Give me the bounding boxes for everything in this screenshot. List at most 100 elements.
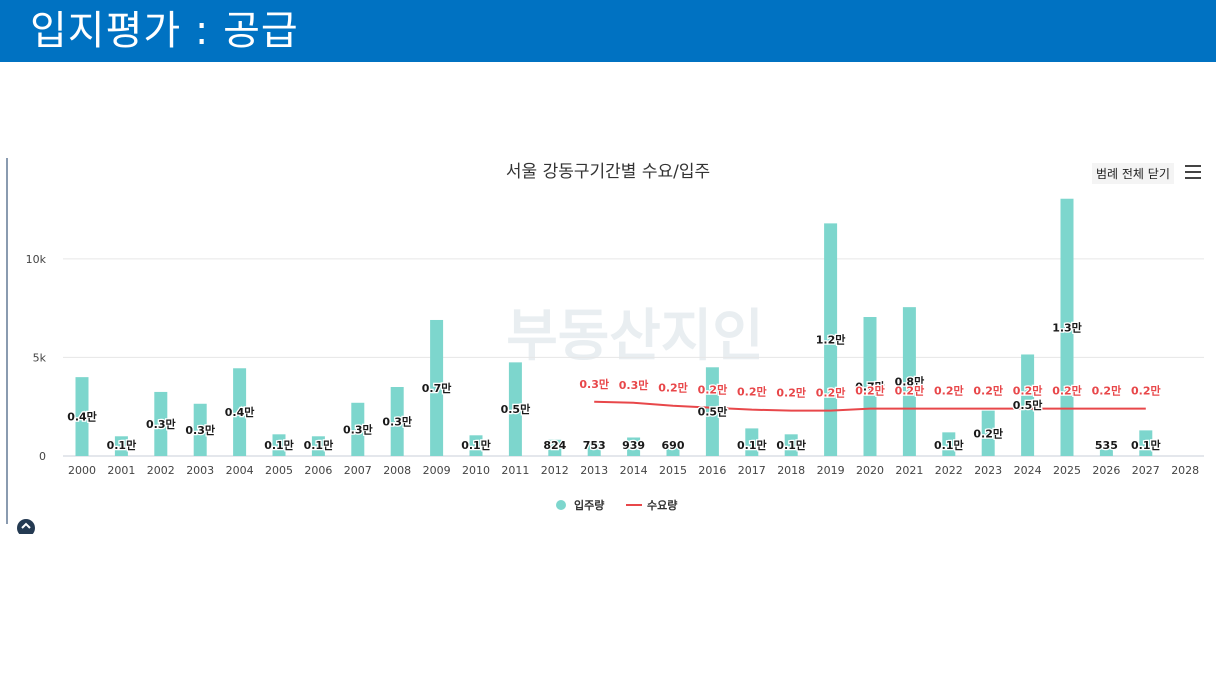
bar-2023[interactable] [981, 410, 995, 456]
bar-2020[interactable] [863, 317, 877, 456]
line-data-label: 0.2만 [698, 383, 728, 397]
x-tick-label: 2005 [265, 464, 293, 477]
bar-2016[interactable] [705, 367, 719, 456]
hamburger-menu-icon[interactable] [1185, 165, 1201, 179]
legend-bar-label[interactable]: 입주량 [574, 499, 604, 512]
x-tick-label: 2018 [777, 464, 805, 477]
bar-2019[interactable] [824, 223, 838, 456]
line-data-label: 0.2만 [934, 384, 964, 398]
bar-data-label: 0.4만 [67, 410, 97, 424]
x-tick-label: 2011 [501, 464, 529, 477]
bar-2005[interactable] [272, 434, 286, 456]
bar-data-label: 0.5만 [698, 405, 728, 419]
line-data-label: 0.2만 [855, 384, 885, 398]
legend-line-label[interactable]: 수요량 [647, 499, 677, 512]
bar-2001[interactable] [114, 436, 128, 456]
bar-2013[interactable] [587, 441, 601, 456]
x-tick-label: 2007 [344, 464, 372, 477]
bar-2004[interactable] [233, 368, 247, 456]
line-data-label: 0.3만 [579, 377, 609, 391]
bar-data-label: 1.2만 [816, 333, 846, 347]
bar-2015[interactable] [666, 442, 680, 456]
line-data-label: 0.3만 [619, 378, 649, 392]
bar-data-label: 0.1만 [737, 438, 767, 452]
line-data-label: 0.2만 [737, 385, 767, 399]
bar-2027[interactable] [1139, 430, 1153, 456]
x-tick-label: 2014 [620, 464, 648, 477]
x-tick-label: 2002 [147, 464, 175, 477]
bar-2008[interactable] [390, 387, 404, 456]
y-tick-label: 5k [33, 351, 47, 364]
bar-data-label: 690 [662, 439, 685, 452]
bar-2024[interactable] [1021, 354, 1035, 456]
legend-toggle-button[interactable]: 범례 전체 닫기 [1092, 163, 1174, 184]
bar-data-label: 0.3만 [343, 422, 373, 436]
x-tick-label: 2010 [462, 464, 490, 477]
bar-2012[interactable] [548, 439, 562, 456]
bar-data-label: 535 [1095, 439, 1118, 452]
bar-data-label: 0.3만 [185, 423, 215, 437]
x-tick-label: 2021 [895, 464, 923, 477]
line-data-label: 0.2만 [973, 384, 1003, 398]
x-tick-label: 2023 [974, 464, 1002, 477]
x-tick-label: 2003 [186, 464, 214, 477]
x-tick-label: 2013 [580, 464, 608, 477]
bar-2014[interactable] [627, 437, 641, 456]
bar-2017[interactable] [745, 428, 759, 456]
bar-2006[interactable] [311, 436, 325, 456]
line-data-label: 0.2만 [816, 386, 846, 400]
bar-data-label: 0.2만 [973, 426, 1003, 440]
line-수요량 [594, 400, 1146, 412]
bar-data-label: 753 [583, 439, 606, 452]
bar-data-label: 0.1만 [107, 438, 137, 452]
bar-2000[interactable] [75, 377, 89, 456]
x-tick-label: 2015 [659, 464, 687, 477]
bar-2009[interactable] [430, 319, 444, 456]
bar-2022[interactable] [942, 432, 956, 456]
bar-data-label: 0.1만 [304, 438, 334, 452]
panel-left-border [6, 158, 8, 524]
bar-data-label: 0.1만 [776, 438, 806, 452]
bar-2026[interactable] [1099, 445, 1113, 456]
bar-2007[interactable] [351, 402, 365, 456]
line-data-label: 0.2만 [1131, 384, 1161, 398]
x-tick-label: 2012 [541, 464, 569, 477]
bar-2010[interactable] [469, 435, 483, 456]
x-tick-label: 2008 [383, 464, 411, 477]
scroll-top-icon[interactable] [16, 514, 36, 534]
bar-data-label: 0.3만 [382, 415, 412, 429]
line-data-label: 0.2만 [1013, 384, 1043, 398]
bar-2003[interactable] [193, 403, 207, 456]
bar-data-label: 0.8만 [895, 375, 925, 389]
y-tick-label: 10k [26, 253, 47, 266]
bar-data-label: 1.3만 [1052, 320, 1082, 334]
bar-data-label: 824 [543, 439, 566, 452]
bar-data-label: 0.1만 [461, 438, 491, 452]
x-tick-label: 2017 [738, 464, 766, 477]
line-data-label: 0.2만 [658, 381, 688, 395]
x-tick-label: 2019 [817, 464, 845, 477]
x-tick-label: 2024 [1014, 464, 1042, 477]
y-tick-label: 0 [39, 450, 46, 463]
line-data-label: 0.2만 [776, 386, 806, 400]
legend-bar-marker[interactable] [556, 500, 566, 510]
bar-data-label: 0.7만 [855, 380, 885, 394]
bar-data-label: 0.1만 [934, 438, 964, 452]
bar-data-label: 0.5만 [501, 402, 531, 416]
bar-2002[interactable] [154, 391, 168, 456]
line-data-label: 0.2만 [895, 384, 925, 398]
x-tick-label: 2001 [107, 464, 135, 477]
bar-2021[interactable] [902, 307, 916, 456]
bar-2025[interactable] [1060, 198, 1074, 456]
bar-data-label: 0.4만 [225, 405, 255, 419]
line-data-label: 0.2만 [1052, 384, 1082, 398]
bar-2018[interactable] [784, 434, 798, 456]
x-tick-label: 2026 [1092, 464, 1120, 477]
watermark-text: 부동산지인 [506, 304, 764, 369]
x-tick-label: 2025 [1053, 464, 1081, 477]
bar-2011[interactable] [508, 362, 522, 456]
x-tick-label: 2027 [1132, 464, 1160, 477]
chart-title: 서울 강동구기간별 수요/입주 [505, 162, 711, 182]
header-banner: 입지평가 : 공급 [0, 0, 1216, 62]
